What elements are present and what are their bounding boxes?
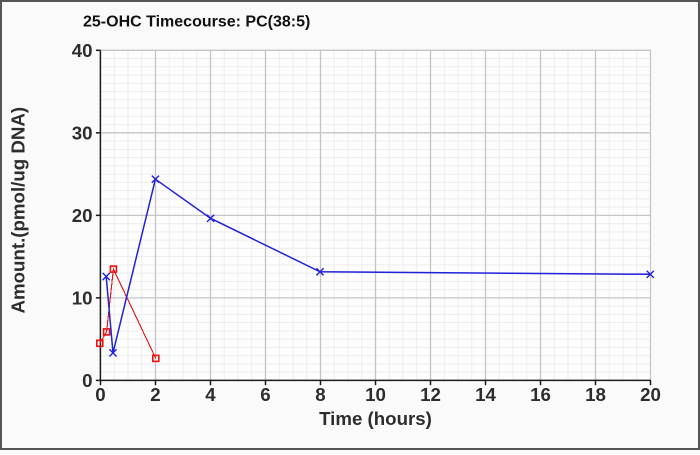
svg-text:10: 10: [365, 384, 386, 405]
svg-text:25-OHC Timecourse: PC(38:5): 25-OHC Timecourse: PC(38:5): [83, 14, 310, 31]
svg-text:10: 10: [72, 288, 93, 309]
svg-text:16: 16: [530, 384, 551, 405]
svg-text:18: 18: [585, 384, 606, 405]
svg-text:20: 20: [640, 384, 661, 405]
svg-text:2: 2: [150, 384, 160, 405]
svg-text:14: 14: [475, 384, 496, 405]
svg-text:12: 12: [420, 384, 441, 405]
svg-text:30: 30: [72, 123, 93, 144]
svg-text:Amount.(pmol/ug DNA): Amount.(pmol/ug DNA): [8, 107, 29, 314]
svg-text:6: 6: [260, 384, 270, 405]
svg-text:8: 8: [315, 384, 325, 405]
svg-text:Time (hours): Time (hours): [319, 408, 432, 429]
svg-text:0: 0: [95, 384, 105, 405]
svg-text:20: 20: [72, 205, 93, 226]
svg-text:0: 0: [82, 370, 92, 391]
svg-text:40: 40: [72, 40, 93, 61]
svg-text:4: 4: [205, 384, 216, 405]
